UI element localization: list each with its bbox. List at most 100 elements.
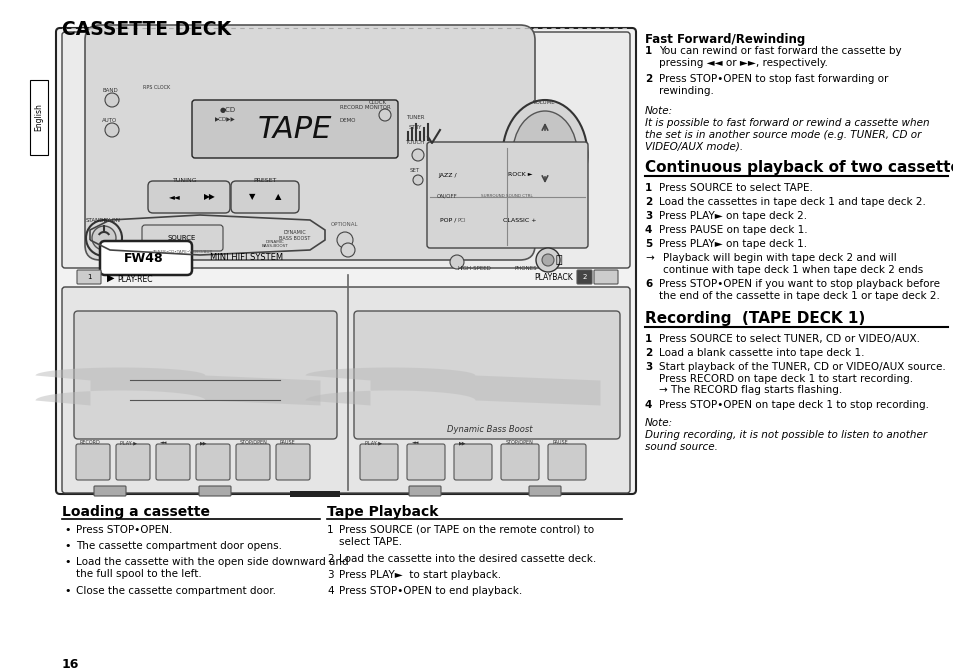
FancyBboxPatch shape	[100, 241, 192, 275]
Text: •: •	[64, 541, 71, 551]
Text: 4: 4	[327, 586, 334, 596]
Text: SOURCE: SOURCE	[168, 235, 196, 241]
FancyBboxPatch shape	[290, 491, 339, 497]
Text: ◄◄: ◄◄	[412, 440, 419, 445]
Text: 1: 1	[644, 46, 652, 56]
Text: Recording  (TAPE DECK 1): Recording (TAPE DECK 1)	[644, 311, 864, 326]
FancyBboxPatch shape	[427, 142, 587, 248]
Text: Fast Forward/Rewinding: Fast Forward/Rewinding	[644, 33, 804, 46]
Text: ROCK ►: ROCK ►	[507, 172, 532, 178]
Text: TUNER•CD•TAPE•VIDEO/AUX: TUNER•CD•TAPE•VIDEO/AUX	[152, 250, 212, 254]
Text: RPS CLOCK: RPS CLOCK	[143, 85, 170, 90]
FancyBboxPatch shape	[148, 181, 230, 213]
Text: Press SOURCE to select TAPE.: Press SOURCE to select TAPE.	[659, 183, 812, 193]
Text: 2: 2	[644, 197, 652, 207]
FancyBboxPatch shape	[577, 270, 592, 284]
Text: STOP/OPEN: STOP/OPEN	[505, 440, 534, 445]
Text: PLAY-REC: PLAY-REC	[117, 275, 152, 283]
Text: HIGH-SPEED: HIGH-SPEED	[457, 265, 492, 271]
Text: Dynamic Bass Boost: Dynamic Bass Boost	[447, 425, 532, 435]
Text: 16: 16	[62, 658, 79, 670]
Text: Press PLAY► on tape deck 1.: Press PLAY► on tape deck 1.	[659, 239, 806, 249]
Text: CLOCK: CLOCK	[369, 100, 387, 105]
Text: Close the cassette compartment door.: Close the cassette compartment door.	[76, 586, 275, 596]
Text: Load the cassette into the desired cassette deck.: Load the cassette into the desired casse…	[338, 554, 596, 564]
FancyBboxPatch shape	[116, 444, 150, 480]
FancyBboxPatch shape	[62, 32, 629, 268]
Text: Load a blank cassette into tape deck 1.: Load a blank cassette into tape deck 1.	[659, 348, 863, 358]
Text: 1: 1	[87, 274, 91, 280]
Text: PLAY ▶: PLAY ▶	[365, 440, 381, 445]
Text: Start playback of the TUNER, CD or VIDEO/AUX source.
Press RECORD on tape deck 1: Start playback of the TUNER, CD or VIDEO…	[659, 362, 944, 395]
Text: 4: 4	[644, 225, 652, 235]
Circle shape	[340, 243, 355, 257]
Circle shape	[450, 255, 463, 269]
Circle shape	[378, 109, 391, 121]
Text: DYNAMIC
BASS-BOOST: DYNAMIC BASS-BOOST	[261, 240, 288, 249]
Text: PAUSE: PAUSE	[280, 440, 295, 445]
Text: RECORD MONITOR: RECORD MONITOR	[339, 105, 391, 110]
Text: 2: 2	[327, 554, 334, 564]
Text: It is possible to fast forward or rewind a cassette when
the set is in another s: It is possible to fast forward or rewind…	[644, 118, 928, 151]
Text: PLAYBACK: PLAYBACK	[534, 273, 573, 283]
FancyBboxPatch shape	[529, 486, 560, 496]
Text: 1: 1	[644, 334, 652, 344]
FancyBboxPatch shape	[156, 444, 190, 480]
Text: DEMO: DEMO	[339, 118, 356, 123]
Ellipse shape	[512, 111, 577, 199]
Circle shape	[86, 220, 122, 256]
Text: MINI HIFI SYSTEM: MINI HIFI SYSTEM	[210, 253, 283, 263]
FancyBboxPatch shape	[85, 25, 535, 260]
Text: You can rewind or fast forward the cassette by
pressing ◄◄ or ►►, respectively.: You can rewind or fast forward the casse…	[659, 46, 901, 68]
Text: Load the cassettes in tape deck 1 and tape deck 2.: Load the cassettes in tape deck 1 and ta…	[659, 197, 925, 207]
Text: •: •	[64, 557, 71, 567]
Text: ●CD: ●CD	[220, 107, 236, 113]
Circle shape	[105, 93, 119, 107]
Text: Press STOP•OPEN.: Press STOP•OPEN.	[76, 525, 172, 535]
FancyBboxPatch shape	[407, 444, 444, 480]
Text: 3: 3	[644, 211, 652, 221]
Text: Playback will begin with tape deck 2 and will
continue with tape deck 1 when tap: Playback will begin with tape deck 2 and…	[662, 253, 923, 275]
FancyBboxPatch shape	[192, 100, 397, 158]
FancyBboxPatch shape	[594, 270, 618, 284]
FancyBboxPatch shape	[235, 444, 270, 480]
Text: PRESET: PRESET	[253, 178, 276, 183]
FancyBboxPatch shape	[142, 225, 223, 251]
Text: ▶▶: ▶▶	[204, 192, 215, 202]
Text: OPTIONAL: OPTIONAL	[331, 222, 358, 227]
Text: 3: 3	[327, 570, 334, 580]
Text: Press STOP•OPEN to stop fast forwarding or
rewinding.: Press STOP•OPEN to stop fast forwarding …	[659, 74, 887, 96]
Text: DYNAMIC
BASS BOOST: DYNAMIC BASS BOOST	[279, 230, 311, 241]
FancyBboxPatch shape	[359, 444, 397, 480]
Text: Press PLAY►  to start playback.: Press PLAY► to start playback.	[338, 570, 500, 580]
Text: STANDBY-ON: STANDBY-ON	[86, 218, 120, 223]
Text: 3: 3	[644, 362, 652, 372]
Circle shape	[536, 248, 559, 272]
FancyBboxPatch shape	[199, 486, 231, 496]
Text: 2: 2	[582, 274, 587, 280]
FancyBboxPatch shape	[500, 444, 538, 480]
Circle shape	[541, 254, 554, 266]
FancyBboxPatch shape	[195, 444, 230, 480]
Text: POP /: POP /	[439, 218, 456, 222]
Text: TAPE: TAPE	[257, 115, 332, 143]
Text: TOUCH: TOUCH	[405, 140, 424, 145]
Text: ON/OFF: ON/OFF	[436, 194, 456, 199]
Circle shape	[444, 200, 455, 210]
Text: VOLUME: VOLUME	[533, 100, 556, 105]
Text: Continuous playback of two cassettes: Continuous playback of two cassettes	[644, 160, 953, 175]
Circle shape	[336, 232, 353, 248]
Text: Tape Playback: Tape Playback	[327, 505, 438, 519]
Text: 6: 6	[644, 279, 652, 289]
FancyBboxPatch shape	[77, 270, 101, 284]
Text: ◄◄: ◄◄	[169, 192, 181, 202]
Text: 🎧: 🎧	[556, 255, 562, 265]
Text: 2: 2	[644, 74, 652, 84]
Text: →: →	[644, 253, 653, 263]
Text: JAZZ /: JAZZ /	[438, 172, 456, 178]
FancyBboxPatch shape	[74, 311, 336, 439]
Circle shape	[91, 226, 116, 250]
FancyBboxPatch shape	[354, 311, 619, 439]
Text: SURROUND SOUND CTRL: SURROUND SOUND CTRL	[480, 194, 533, 198]
Text: ▲: ▲	[274, 192, 281, 202]
